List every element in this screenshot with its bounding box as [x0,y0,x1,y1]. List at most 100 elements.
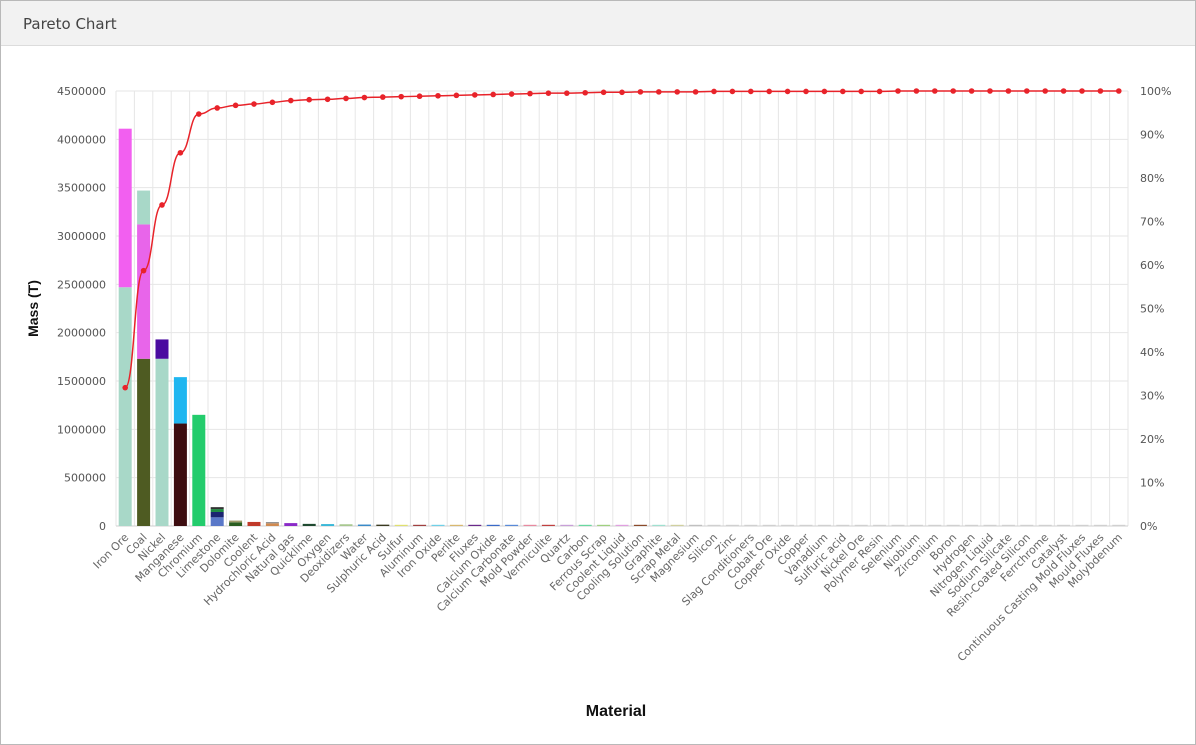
cumulative-line [124,90,1119,389]
bar-segment [652,524,666,526]
bar-segment [633,524,647,526]
cumulative-point [619,89,625,96]
bar-segment [560,524,574,526]
bar-segment [394,524,408,526]
bar-segment [265,523,279,526]
bar-segment [118,287,132,526]
bar-segment [210,509,224,512]
bar-segment [155,339,169,359]
bar-segment [523,524,537,526]
cumulative-point [508,91,515,97]
y2-tick-label: 100% [1140,85,1171,98]
cumulative-point [288,97,294,104]
bar-segment [413,524,427,526]
bar-segment [578,524,592,526]
y2-tick-label: 30% [1140,390,1164,403]
bar-segment [1038,524,1052,526]
bar-segment [357,524,371,526]
bar-segment [909,524,923,526]
cumulative-point [343,95,349,102]
bar-segment [339,524,353,526]
bar-segment [928,524,942,526]
bar-segment [210,511,224,518]
cumulative-point [876,88,883,95]
cumulative-point [306,96,313,103]
y-tick-label: 4000000 [57,133,106,146]
y2-tick-label: 0% [1140,520,1157,533]
cumulative-point [177,149,184,156]
cumulative-point [932,88,938,94]
bar-segment [155,358,169,526]
bar-segment [707,524,721,526]
cumulative-point [380,94,386,100]
y-tick-label: 500000 [64,472,106,485]
y-tick-label: 0 [99,520,106,533]
y-tick-label: 3000000 [57,230,106,243]
bar-segment [615,524,629,526]
bar-segment [744,524,758,526]
bar-segment [210,507,224,510]
x-axis-title: Material [586,703,646,720]
bar-segment [689,524,703,526]
bar-segment [597,524,611,526]
bar-segment [1057,524,1071,526]
cumulative-point [1005,88,1012,94]
bar-segment [505,524,519,526]
cumulative-point [1116,88,1122,94]
bar-segment [229,520,243,523]
bar-segment [799,524,813,526]
bar-segment [817,524,831,526]
bar-segment [983,524,997,526]
cumulative-point [656,89,662,95]
cumulative-point [159,202,165,208]
y-tick-label: 1500000 [57,375,106,388]
panel-header: Pareto Chart [1,1,1195,46]
bar-segment [1112,524,1126,526]
bar-segment [486,524,500,526]
y2-tick-label: 20% [1140,433,1164,446]
cumulative-point [748,88,754,95]
y2-tick-label: 60% [1140,259,1164,272]
cumulative-point [214,105,220,111]
cumulative-point [453,92,460,99]
cumulative-point [324,96,331,103]
y2-tick-label: 10% [1140,477,1164,490]
bar-segment [118,128,132,288]
bar-segment [946,524,960,526]
cumulative-point [398,93,405,100]
y-tick-label: 4500000 [57,85,106,98]
cumulative-point [232,102,239,109]
cumulative-point [472,92,478,98]
cumulative-point [1024,88,1030,94]
cumulative-point [1097,88,1104,94]
bar-segment [541,524,555,526]
cumulative-point [1042,88,1048,94]
cumulative-point [784,88,791,95]
bar-segment [725,524,739,526]
y-tick-label: 2500000 [57,278,106,291]
bar-segment [229,522,243,526]
cumulative-point [766,88,772,95]
bar-segment [247,521,261,526]
cumulative-point [692,89,699,95]
cumulative-point [490,91,497,98]
cumulative-point [527,90,533,97]
cumulative-point [637,89,644,95]
cumulative-point [1079,88,1085,94]
bar-segment [284,523,298,526]
bar-segment [836,524,850,526]
bar-segment [854,524,868,526]
cumulative-point [600,89,607,96]
bar-segment [1075,524,1089,526]
cumulative-point [361,94,368,101]
bar-segment [321,524,335,526]
cumulative-point [987,88,993,94]
y2-tick-label: 40% [1140,346,1164,359]
cumulative-point [950,88,956,94]
cumulative-point [895,88,901,94]
cumulative-point [545,90,552,96]
bar-segment [137,190,151,225]
cumulative-point [840,88,846,95]
